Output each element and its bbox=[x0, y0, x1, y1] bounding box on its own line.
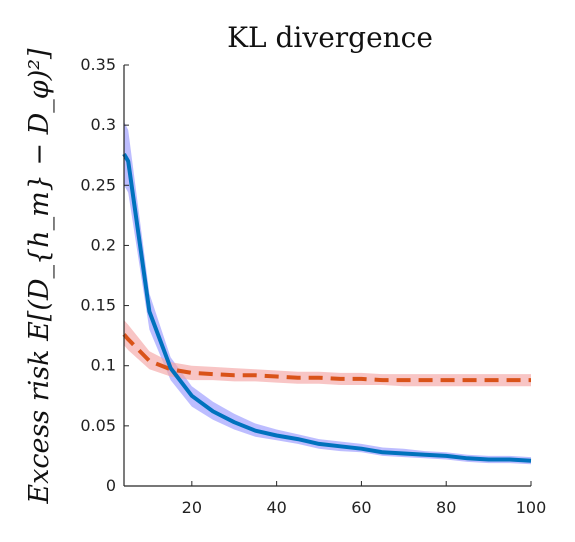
x-tick-label: 20 bbox=[182, 498, 202, 517]
chart-title: KL divergence bbox=[227, 21, 433, 54]
y-tick-label: 0.1 bbox=[91, 356, 116, 375]
x-tick-label: 80 bbox=[436, 498, 456, 517]
x-tick-label: 100 bbox=[516, 498, 547, 517]
series-2-line bbox=[122, 333, 531, 383]
y-tick-label: 0.15 bbox=[80, 296, 116, 315]
series-1-line bbox=[122, 152, 532, 463]
x-tick-label: 60 bbox=[351, 498, 371, 517]
y-tick-label: 0.25 bbox=[80, 175, 116, 194]
series-1-confidence-band bbox=[124, 121, 531, 465]
y-tick-label: 0.2 bbox=[91, 235, 116, 254]
x-tick-label: 40 bbox=[266, 498, 286, 517]
series-lines bbox=[122, 152, 532, 463]
y-tick-label: 0.05 bbox=[80, 416, 116, 435]
y-tick-label: 0.35 bbox=[80, 55, 116, 74]
y-tick-label: 0 bbox=[106, 476, 116, 495]
y-axis-label: Excess risk E[(D_{h_m} − D_φ)²] bbox=[24, 48, 55, 505]
series-2-confidence-band bbox=[124, 320, 531, 387]
axes: 0 0.05 0.1 0.15 0.2 0.25 0.3 0.35 20 40 60 80 100 bbox=[80, 55, 546, 517]
y-tick-label: 0.3 bbox=[91, 115, 116, 134]
confidence-bands bbox=[124, 121, 531, 465]
